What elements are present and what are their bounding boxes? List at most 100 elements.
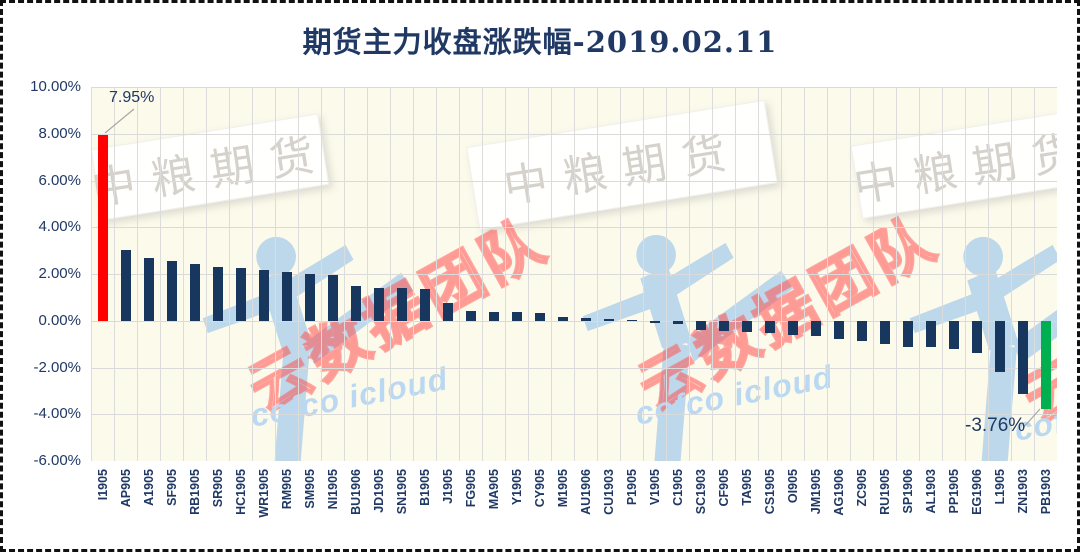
bar-L1905 xyxy=(994,320,1005,372)
bar-C1905 xyxy=(672,320,683,325)
bar-JM1905 xyxy=(810,320,821,337)
gridline-v xyxy=(873,87,874,461)
xlabel-P1905: P1905 xyxy=(624,469,639,506)
xlabel-RB1905: RB1905 xyxy=(187,469,202,515)
bar-BU1906 xyxy=(350,285,361,321)
xlabel-BU1906: BU1906 xyxy=(348,469,363,515)
gridline-v xyxy=(321,87,322,461)
gridline-v xyxy=(459,87,460,461)
xlabel-ZC905: ZC905 xyxy=(854,469,869,507)
bar-WR1905 xyxy=(258,270,269,321)
bar-J1905 xyxy=(442,302,453,321)
gridline-v xyxy=(528,87,529,461)
bar-FG905 xyxy=(465,311,476,321)
bar-SN1905 xyxy=(396,288,407,321)
xlabel-OI905: OI905 xyxy=(785,469,800,504)
gridline-v xyxy=(781,87,782,461)
bar-NI1905 xyxy=(327,275,338,321)
bar-CS1905 xyxy=(764,320,775,334)
bar-CF905 xyxy=(718,320,729,331)
y-tick-label: 10.00% xyxy=(30,78,81,95)
xlabel-I1905: I1905 xyxy=(95,469,110,501)
bar-SR905 xyxy=(212,266,223,321)
xlabel-JD1905: JD1905 xyxy=(371,469,386,513)
xlabel-RU1905: RU1905 xyxy=(877,469,892,515)
bar-RB1905 xyxy=(189,264,200,321)
bar-V1905 xyxy=(649,320,660,323)
gridline-v xyxy=(344,87,345,461)
bar-P1905 xyxy=(626,319,637,321)
y-tick-label: 4.00% xyxy=(38,218,81,236)
gridline-v xyxy=(965,87,966,461)
gridline-v xyxy=(620,87,621,461)
y-tick-label: 2.00% xyxy=(38,265,81,282)
xlabel-SC1903: SC1903 xyxy=(693,469,708,515)
xlabel-PB1903: PB1903 xyxy=(1038,469,1053,515)
xlabel-Y1905: Y1905 xyxy=(509,469,524,506)
bar-SP1906 xyxy=(902,320,913,347)
xlabel-SP1906: SP1906 xyxy=(900,469,915,514)
xlabel-FG905: FG905 xyxy=(463,469,478,508)
gridline-v xyxy=(229,87,230,461)
xlabel-M1905: M1905 xyxy=(555,469,570,508)
xlabel-SR905: SR905 xyxy=(210,469,225,508)
gridline-v xyxy=(942,87,943,461)
xlabel-SN1905: SN1905 xyxy=(394,469,409,515)
bar-AL1903 xyxy=(925,320,936,347)
bar-M1905 xyxy=(557,317,568,321)
gridline-v xyxy=(183,87,184,461)
gridline-v xyxy=(367,87,368,461)
bar-OI905 xyxy=(787,320,798,335)
gridline-v xyxy=(482,87,483,461)
gridline-v xyxy=(137,87,138,461)
gridline-v xyxy=(505,87,506,461)
gridline-v xyxy=(896,87,897,461)
bar-I1905 xyxy=(97,134,108,321)
watermark-box-text: 中粮期货 xyxy=(850,124,1057,213)
xlabel-RM905: RM905 xyxy=(279,469,294,510)
bar-ZN1903 xyxy=(1017,320,1028,395)
gridline-v xyxy=(919,87,920,461)
xlabel-C1905: C1905 xyxy=(670,469,685,506)
gridline-v xyxy=(114,87,115,461)
bar-SC1903 xyxy=(695,320,706,331)
chart-title: 期货主力收盘涨跌幅-2019.02.11 xyxy=(302,25,778,59)
gridline-v xyxy=(712,87,713,461)
y-tick-label: 8.00% xyxy=(38,124,81,142)
bar-AP905 xyxy=(120,249,131,321)
xlabel-L1905: L1905 xyxy=(992,469,1007,505)
bar-A1905 xyxy=(143,258,154,321)
bar-RM905 xyxy=(281,271,292,321)
xlabel-CU1903: CU1903 xyxy=(601,469,616,515)
bar-PB1903 xyxy=(1040,320,1051,409)
watermark-box-0: 中粮期货 xyxy=(91,113,333,221)
xlabel-JM1905: JM1905 xyxy=(808,469,823,515)
watermark-box-text: 中粮期货 xyxy=(500,125,746,214)
bar-Y1905 xyxy=(511,311,522,321)
gridline-v xyxy=(390,87,391,461)
gridline-v xyxy=(827,87,828,461)
gridline-v xyxy=(252,87,253,461)
gridline-v xyxy=(689,87,690,461)
bar-JD1905 xyxy=(373,287,384,321)
y-tick-label: 6.00% xyxy=(38,171,81,189)
bar-EG1906 xyxy=(971,320,982,354)
xlabel-J1905: J1905 xyxy=(440,469,455,504)
bar-SM905 xyxy=(304,274,315,321)
xlabel-SF905: SF905 xyxy=(164,469,179,506)
gridline-v xyxy=(735,87,736,461)
xlabel-HC1905: HC1905 xyxy=(233,469,248,515)
gridline-v xyxy=(91,87,92,461)
bar-CU1903 xyxy=(603,319,614,321)
gridline-v xyxy=(298,87,299,461)
gridline-v xyxy=(643,87,644,461)
bar-AG1906 xyxy=(833,320,844,339)
gridline-v xyxy=(988,87,989,461)
bar-MA905 xyxy=(488,311,499,321)
xlabel-AG1906: AG1906 xyxy=(831,469,846,516)
xlabel-B1905: B1905 xyxy=(417,469,432,506)
bar-SF905 xyxy=(166,260,177,321)
gridline-v xyxy=(597,87,598,461)
